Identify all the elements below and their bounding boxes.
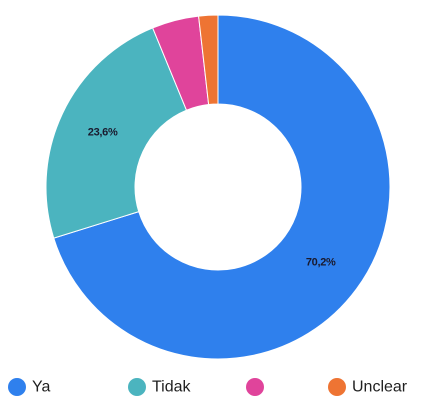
slice-ya — [53, 14, 391, 360]
legend-marker-ya — [8, 378, 26, 396]
legend-label-tidak: Tidak — [152, 379, 192, 396]
legend-label-ya: Ya — [32, 379, 50, 396]
slice-unclear — [198, 14, 219, 106]
slice-labels: 70,2% 23,6% — [88, 127, 337, 269]
legend: Ya Tidak Unclear — [8, 378, 408, 396]
donut-slices — [45, 14, 391, 360]
slice-label-tidak: 23,6% — [88, 127, 118, 139]
legend-marker-tidak — [128, 378, 146, 396]
legend-label-unclear: Unclear — [352, 379, 408, 396]
slice-tidak — [45, 27, 188, 239]
slice-label-ya: 70,2% — [306, 257, 336, 269]
legend-marker-unclear — [328, 378, 346, 396]
legend-marker-series-3 — [246, 378, 264, 396]
